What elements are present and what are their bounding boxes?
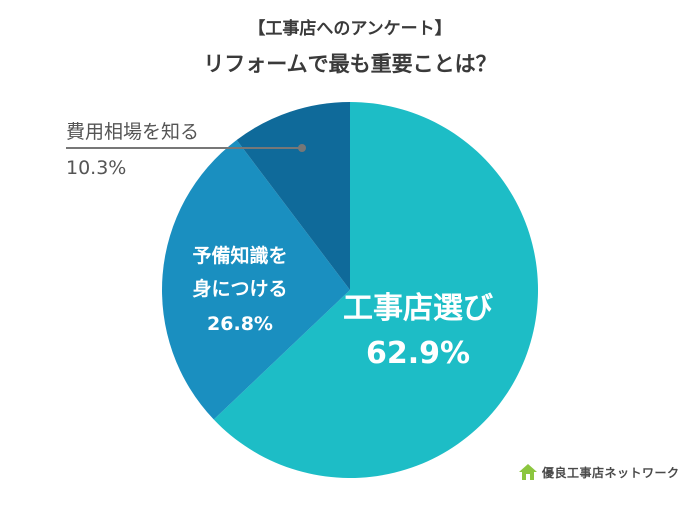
slice-value-hiyou-souba: 10.3% (66, 157, 126, 179)
brand-logo-text: 優良工事店ネットワーク (542, 465, 680, 480)
slice-label-koujiten-erabi: 工事店選び (343, 291, 493, 326)
chart-title-line1: 【工事店へのアンケート】 (248, 19, 452, 39)
slice-label-line1-yobi-chishiki: 予備知識を (192, 244, 287, 267)
pie-slice-koujiten-erabi (213, 102, 539, 478)
slice-value-koujiten-erabi: 62.9% (366, 336, 470, 371)
slice-value-yobi-chishiki: 26.8% (207, 313, 273, 335)
pie-slice-yobi-chishiki (162, 140, 350, 420)
chart-title-line2: リフォームで最も重要ことは？ (203, 52, 497, 76)
house-logo-icon (519, 464, 537, 480)
brand-logo: 優良工事店ネットワーク (518, 461, 680, 483)
leader-dot-hiyou-souba (298, 144, 306, 152)
slice-label-line2-yobi-chishiki: 身につける (192, 277, 287, 300)
slice-label-hiyou-souba: 費用相場を知る (66, 121, 199, 143)
